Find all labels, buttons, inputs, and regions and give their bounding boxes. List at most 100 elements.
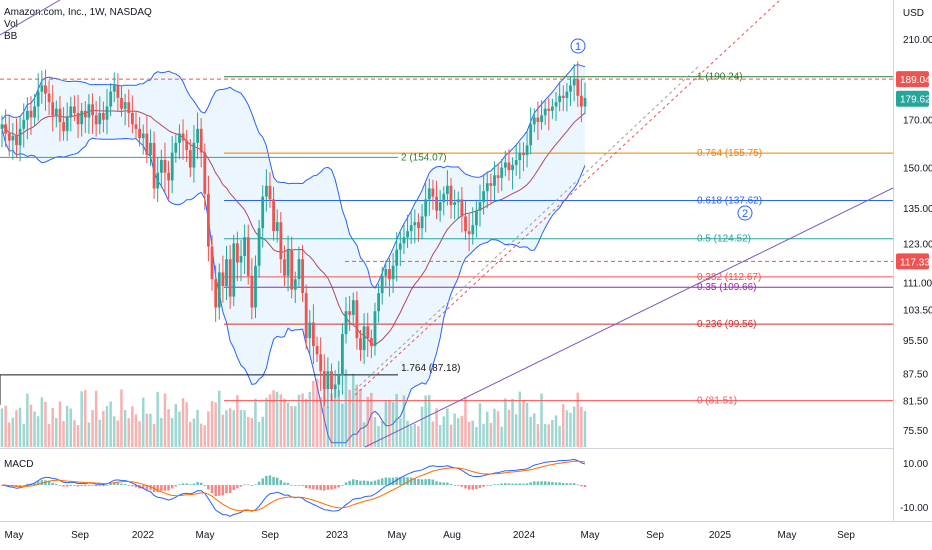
volume-bar: [4, 405, 7, 447]
time-axis-label: 2023: [326, 530, 349, 541]
candle-body: [576, 79, 580, 96]
volume-bar: [120, 389, 123, 447]
macd-histogram-bar: [442, 482, 445, 485]
volume-bar: [341, 403, 344, 447]
volume-bar: [94, 390, 98, 447]
volume-bar: [145, 413, 149, 447]
currency-label[interactable]: USD: [902, 8, 924, 19]
volume-bar: [116, 420, 120, 447]
candle-body: [420, 216, 424, 229]
volume-bar: [413, 423, 416, 447]
candle-body: [569, 85, 572, 92]
volume-bar: [558, 425, 561, 447]
volume-bar: [493, 408, 496, 447]
macd-histogram-bar: [308, 485, 311, 489]
macd-histogram-bar: [388, 477, 391, 485]
volume-bar: [167, 409, 170, 447]
macd-histogram-bar: [120, 483, 123, 485]
candle-body: [283, 259, 286, 276]
candle-body: [417, 222, 420, 229]
macd-histogram-bar: [460, 485, 464, 487]
macd-histogram-bar: [174, 485, 177, 487]
volume-bar: [435, 408, 438, 447]
candle-body: [152, 142, 156, 189]
price-tick-label: 123.00: [903, 239, 932, 250]
candle-body: [380, 275, 384, 294]
candle-body: [170, 152, 174, 181]
macd-histogram-bar: [380, 478, 384, 485]
time-axis-label: Sep: [71, 530, 89, 541]
macd-histogram-bar: [366, 480, 369, 485]
macd-histogram-bar: [562, 483, 565, 485]
bb-legend[interactable]: BB: [4, 31, 18, 42]
macd-line: [1, 458, 586, 517]
macd-histogram-bar: [243, 484, 246, 486]
channel-dashed-mid: [354, 64, 701, 391]
volume-bar: [160, 417, 163, 447]
candle-body: [239, 256, 243, 263]
volume-bar: [189, 421, 192, 447]
volume-bar: [113, 416, 116, 447]
volume-bar: [0, 408, 4, 447]
macd-histogram-bar: [58, 485, 62, 486]
candle-body: [500, 167, 504, 178]
macd-histogram-bar: [199, 482, 203, 485]
macd-legend[interactable]: MACD: [4, 459, 34, 470]
volume-bar: [36, 416, 40, 447]
candle-body: [504, 162, 507, 168]
macd-histogram-bar: [65, 485, 69, 487]
time-axis-label: May: [778, 530, 797, 541]
candle-body: [207, 193, 210, 247]
candle-body: [442, 193, 446, 203]
volume-bar: [156, 391, 159, 447]
volume-bar: [261, 416, 264, 447]
candle-body: [261, 196, 265, 229]
volume-bar: [315, 379, 319, 447]
candle-body: [398, 243, 402, 250]
volume-bar: [395, 394, 398, 447]
macd-histogram-bar: [533, 481, 536, 485]
volume-bar: [185, 402, 188, 447]
macd-histogram-bar: [109, 483, 112, 485]
fib-level-label: 0.618 (137.62): [697, 195, 762, 206]
ext-level-label: 2 (154.07): [401, 152, 447, 163]
candle-body: [464, 216, 467, 232]
volume-bar: [58, 401, 62, 447]
bb-lower-line: [1, 128, 586, 444]
time-axis-label: May: [581, 530, 600, 541]
candle-body: [87, 104, 91, 118]
candle-body: [29, 110, 33, 118]
volume-bar: [355, 384, 359, 447]
candle-body: [475, 210, 478, 226]
candle-body: [156, 172, 160, 189]
volume-bar: [522, 399, 525, 447]
candle-body: [395, 249, 399, 266]
macd-histogram-bar: [257, 481, 261, 485]
macd-histogram-bar: [576, 484, 579, 486]
macd-histogram-bar: [102, 485, 105, 487]
macd-histogram-bar: [304, 485, 308, 488]
volume-bar: [457, 418, 460, 447]
volume-bar: [87, 422, 91, 447]
wave-circle: [570, 38, 586, 54]
volume-bar: [76, 425, 80, 447]
candle-body: [446, 185, 449, 194]
candle-body: [293, 279, 297, 290]
price-tick-label: 103.50: [903, 305, 932, 316]
candle-body: [558, 95, 562, 103]
volume-bar: [304, 398, 308, 447]
macd-histogram-bar: [522, 483, 525, 485]
candle-body: [250, 275, 254, 308]
vol-legend[interactable]: Vol: [4, 19, 18, 30]
volume-bar: [442, 416, 445, 447]
candle-body: [482, 191, 485, 203]
volume-bar: [348, 389, 351, 447]
candle-body: [51, 102, 55, 116]
candle-body: [373, 311, 377, 347]
volume-bar: [496, 411, 500, 447]
candle-body: [134, 124, 138, 129]
volume-bar: [279, 394, 283, 447]
volume-bar: [29, 404, 33, 447]
candle-body: [286, 249, 290, 276]
